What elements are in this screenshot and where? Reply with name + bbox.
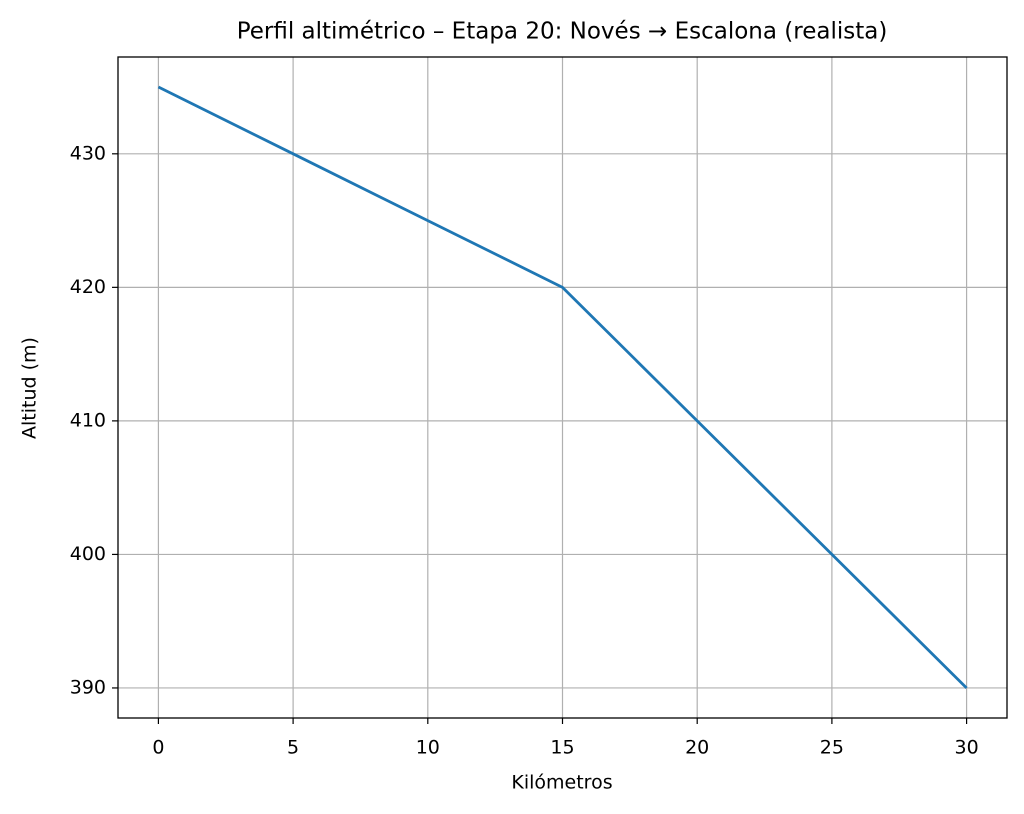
x-tick-label: 25	[820, 737, 844, 759]
x-tick-label: 5	[287, 737, 299, 759]
y-tick-label: 430	[70, 142, 106, 164]
line-series	[157, 85, 968, 689]
y-tick-label: 410	[70, 409, 106, 431]
x-tick-label: 20	[685, 737, 709, 759]
plot-frame	[117, 56, 1008, 719]
y-tick-label: 390	[70, 676, 106, 698]
y-tick-label: 400	[70, 543, 106, 565]
x-tick-label: 10	[416, 737, 440, 759]
y-tick-label: 420	[70, 276, 106, 298]
chart-title: Perfil altimétrico – Etapa 20: Novés → E…	[237, 19, 888, 45]
x-tick-label: 15	[550, 737, 574, 759]
x-axis-label: Kilómetros	[511, 772, 612, 794]
y-axis-label: Altitud (m)	[19, 337, 41, 439]
x-tick-label: 0	[152, 737, 164, 759]
x-tick-label: 30	[954, 737, 978, 759]
